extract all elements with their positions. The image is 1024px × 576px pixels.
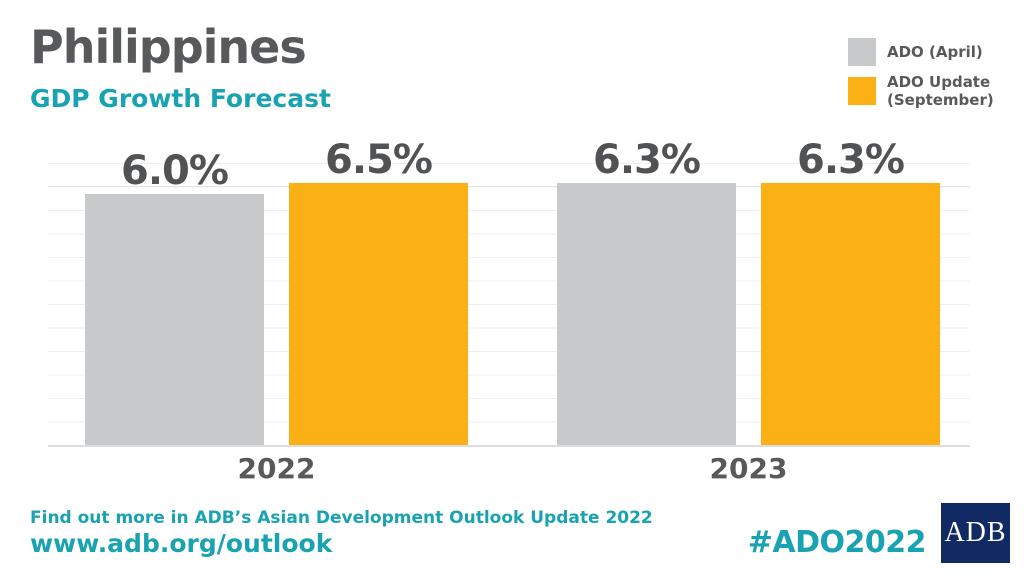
hashtag-ado2022: #ADO2022 — [747, 525, 927, 560]
bar-ado-update-2023 — [761, 183, 940, 446]
legend-label-ado-update: ADO Update (September) — [887, 73, 994, 109]
bar-column: 6.3% — [761, 140, 940, 446]
legend-item-ado-april: ADO (April) — [848, 38, 1008, 66]
bar-ado-april-2022 — [85, 194, 264, 446]
chart-legend: ADO (April) ADO Update (September) — [848, 38, 1008, 116]
bar-group-2023: 6.3% 6.3% — [557, 140, 940, 446]
adb-logo-text: ADB — [944, 517, 1007, 548]
bar-column: 6.3% — [557, 140, 736, 446]
bar-group-2022: 6.0% 6.5% — [85, 140, 468, 446]
page-title: Philippines — [30, 20, 307, 74]
chart-gridline-top — [48, 186, 970, 187]
bar-column: 6.5% — [289, 140, 468, 446]
bar-value-label: 6.3% — [797, 137, 905, 183]
legend-item-ado-update: ADO Update (September) — [848, 73, 1008, 109]
adb-logo: ADB — [941, 503, 1010, 563]
bar-column: 6.0% — [85, 140, 264, 446]
legend-label-line2: (September) — [887, 91, 994, 109]
footer-text: Find out more in ADB’s Asian Development… — [30, 508, 653, 528]
legend-swatch-orange-icon — [848, 77, 876, 105]
bar-chart: 6.0% 6.5% 6.3% 6.3% 2022 2023 — [48, 140, 970, 485]
x-axis-baseline — [48, 445, 970, 447]
bar-value-label: 6.0% — [121, 148, 229, 194]
bar-value-label: 6.5% — [325, 137, 433, 183]
bar-ado-april-2023 — [557, 183, 736, 446]
bar-ado-update-2022 — [289, 183, 468, 446]
outlook-url-link[interactable]: www.adb.org/outlook — [30, 529, 333, 558]
legend-swatch-gray-icon — [848, 38, 876, 66]
x-axis-label-2022: 2022 — [237, 452, 316, 485]
legend-label-ado-april: ADO (April) — [887, 43, 983, 61]
x-axis-label-2023: 2023 — [709, 452, 788, 485]
bar-value-label: 6.3% — [593, 137, 701, 183]
page-subtitle: GDP Growth Forecast — [30, 84, 331, 113]
legend-label-line1: ADO Update — [887, 73, 991, 91]
